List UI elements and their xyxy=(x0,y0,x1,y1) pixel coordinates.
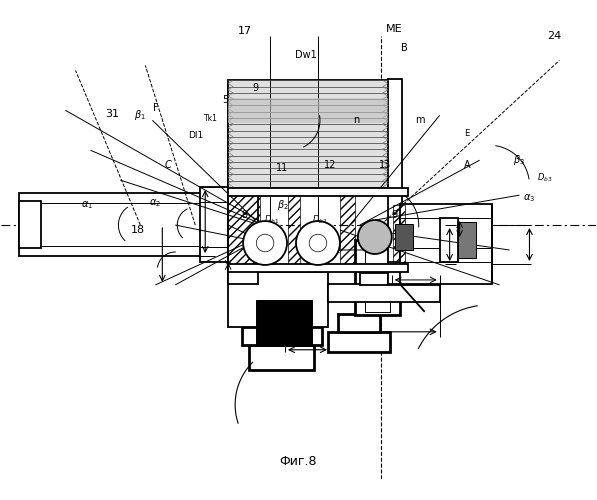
Bar xyxy=(228,98,388,124)
Text: $\beta_3$: $\beta_3$ xyxy=(513,153,525,167)
Text: ME: ME xyxy=(386,24,402,34)
Text: 12: 12 xyxy=(324,160,336,170)
Bar xyxy=(19,201,41,248)
Bar xyxy=(355,240,400,315)
Text: $\alpha_2$: $\alpha_2$ xyxy=(149,197,161,209)
Bar xyxy=(19,193,206,256)
Circle shape xyxy=(296,221,340,265)
Circle shape xyxy=(358,220,392,254)
Bar xyxy=(338,314,380,332)
Text: B: B xyxy=(401,44,408,54)
Text: $\beta_1$: $\beta_1$ xyxy=(134,108,146,122)
Text: m: m xyxy=(415,116,424,126)
Bar xyxy=(458,222,476,258)
Text: 18: 18 xyxy=(131,225,146,235)
Text: Dl1: Dl1 xyxy=(189,131,204,140)
Text: 13: 13 xyxy=(378,160,391,170)
Text: 9: 9 xyxy=(392,210,398,220)
Text: C: C xyxy=(165,160,172,170)
Text: $D_{b3}$: $D_{b3}$ xyxy=(537,172,552,184)
Text: E: E xyxy=(464,129,469,138)
Text: 31: 31 xyxy=(106,110,119,120)
Text: Dw1: Dw1 xyxy=(295,50,317,60)
Bar xyxy=(360,273,439,285)
Bar xyxy=(228,84,258,284)
Bar xyxy=(439,218,458,262)
Circle shape xyxy=(243,221,287,265)
Text: $\beta_2$: $\beta_2$ xyxy=(277,198,289,212)
Text: 17: 17 xyxy=(238,26,252,36)
Bar xyxy=(328,284,439,302)
Text: $\alpha_3$: $\alpha_3$ xyxy=(524,192,536,204)
Text: 5: 5 xyxy=(222,96,228,106)
Text: 11: 11 xyxy=(276,163,288,173)
Bar xyxy=(388,262,439,284)
Bar xyxy=(228,272,328,327)
Bar xyxy=(400,204,491,284)
Bar xyxy=(365,243,390,312)
Text: 24: 24 xyxy=(547,30,562,40)
Bar xyxy=(395,224,413,250)
Bar xyxy=(200,187,228,262)
Text: $D_{b2}$: $D_{b2}$ xyxy=(312,214,328,226)
Bar xyxy=(388,80,402,284)
Text: 9: 9 xyxy=(241,210,247,220)
Text: Фиг.8: Фиг.8 xyxy=(280,455,317,468)
Bar xyxy=(400,248,439,262)
Bar xyxy=(228,80,388,193)
Bar xyxy=(228,188,408,196)
Bar xyxy=(256,300,312,345)
Bar xyxy=(328,332,390,352)
Text: Tk1: Tk1 xyxy=(204,114,218,123)
Text: n: n xyxy=(353,116,359,126)
Text: F: F xyxy=(152,104,158,114)
Text: $D_{b1}$: $D_{b1}$ xyxy=(264,214,280,226)
Bar xyxy=(249,345,314,370)
Text: $\alpha_1$: $\alpha_1$ xyxy=(81,199,94,211)
Text: A: A xyxy=(464,160,471,170)
Text: 9: 9 xyxy=(252,84,258,94)
Bar xyxy=(400,218,439,248)
Bar xyxy=(228,264,408,272)
Bar xyxy=(242,327,322,345)
